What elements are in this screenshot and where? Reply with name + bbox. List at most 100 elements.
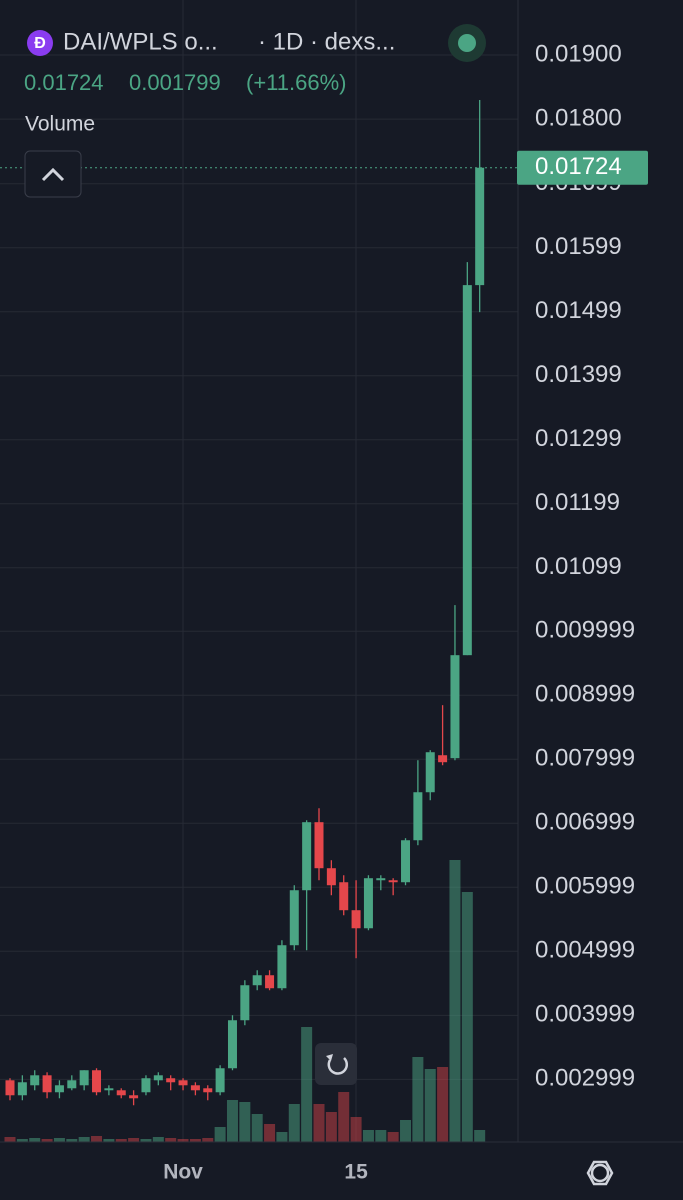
candle-body xyxy=(178,1080,188,1086)
volume-bar xyxy=(226,1100,238,1142)
pair-name[interactable]: DAI/WPLS o... xyxy=(63,28,218,55)
y-tick-label: 0.005999 xyxy=(535,873,635,900)
y-tick-label: 0.01199 xyxy=(535,489,620,516)
candle-body xyxy=(17,1082,27,1096)
y-tick-label: 0.01599 xyxy=(535,233,622,260)
candle-body xyxy=(289,890,299,946)
volume-bar xyxy=(177,1139,189,1142)
volume-bar xyxy=(362,1130,374,1142)
volume-bar xyxy=(449,860,461,1142)
volume-bar xyxy=(16,1139,28,1142)
volume-bar xyxy=(115,1139,127,1142)
plot xyxy=(0,100,518,1142)
candle-body xyxy=(302,822,312,891)
y-tick-label: 0.004999 xyxy=(535,937,635,964)
candle-body xyxy=(166,1078,176,1083)
candle-body xyxy=(104,1088,114,1091)
candle-body xyxy=(227,1020,237,1069)
volume-bar xyxy=(78,1137,90,1142)
change: 0.001799 xyxy=(129,70,221,95)
grid xyxy=(0,54,518,1080)
reset-icon xyxy=(326,1054,333,1061)
settings-icon[interactable] xyxy=(590,1163,610,1183)
volume-bar xyxy=(53,1138,65,1142)
interval: · 1D · dexs... xyxy=(258,28,395,55)
collapse-button[interactable] xyxy=(24,150,82,198)
volume-bar xyxy=(350,1117,362,1142)
collapse-icon xyxy=(41,167,65,182)
y-tick-label: 0.01900 xyxy=(535,40,622,67)
candle-body xyxy=(215,1068,225,1093)
candle-body xyxy=(67,1080,77,1089)
candle-body xyxy=(129,1095,139,1099)
volume-bar xyxy=(91,1136,103,1142)
volume-bar xyxy=(313,1104,325,1142)
candle-body xyxy=(401,840,411,883)
volume-bar xyxy=(288,1104,300,1142)
volume-bar xyxy=(424,1069,436,1142)
candle-body xyxy=(92,1070,102,1093)
candle-body xyxy=(79,1070,89,1086)
volume-bar xyxy=(461,892,473,1142)
candle-body xyxy=(30,1075,40,1086)
candle-body xyxy=(153,1075,163,1081)
candle-body xyxy=(376,878,386,881)
volume-bar xyxy=(301,1027,313,1142)
candle-body xyxy=(388,880,398,883)
volume-bar xyxy=(128,1138,140,1142)
y-tick-label: 0.007999 xyxy=(535,745,635,772)
candle-body xyxy=(240,985,250,1021)
candle-body xyxy=(54,1085,64,1093)
y-axis: 0.019000.018000.016990.015990.014990.013… xyxy=(517,40,648,1092)
y-tick-label: 0.01499 xyxy=(535,297,622,324)
volume-bar xyxy=(66,1139,78,1142)
candle-body xyxy=(425,752,435,793)
volume-bar xyxy=(251,1114,263,1142)
volume-bar xyxy=(41,1139,53,1142)
volume-bar xyxy=(437,1067,449,1142)
y-tick-label: 0.009999 xyxy=(535,617,635,644)
volume-bar xyxy=(202,1138,214,1142)
candle-body xyxy=(438,755,448,763)
token-icon xyxy=(27,30,53,56)
volume-bar xyxy=(152,1137,164,1142)
candle-body xyxy=(339,882,349,911)
volume-bar xyxy=(375,1130,387,1142)
y-tick-label: 0.002999 xyxy=(535,1065,635,1092)
y-tick-label: 0.01800 xyxy=(535,104,622,131)
candle-body xyxy=(277,945,287,989)
candle-body xyxy=(450,655,460,759)
volume-bar xyxy=(387,1132,399,1142)
candle-body xyxy=(252,975,262,986)
y-tick-label: 0.01099 xyxy=(535,553,622,580)
indicator-label: Volume xyxy=(25,113,95,136)
candle-body xyxy=(326,868,336,886)
y-tick-label: 0.008999 xyxy=(535,681,635,708)
reset-button[interactable] xyxy=(315,1043,357,1085)
candle-body xyxy=(5,1080,15,1096)
volume-bar xyxy=(474,1130,486,1142)
candle-body xyxy=(190,1085,200,1091)
volume-bar xyxy=(412,1057,424,1142)
volume-bar xyxy=(276,1132,288,1142)
status-dot xyxy=(458,34,476,52)
last-price: 0.01724 xyxy=(24,70,104,95)
token-icon-glyph: Đ xyxy=(34,35,46,52)
volume-bar xyxy=(140,1139,152,1142)
candle-body xyxy=(116,1090,126,1096)
x-tick-label: 15 xyxy=(344,1161,368,1184)
volume-bar xyxy=(29,1138,41,1142)
y-tick-label: 0.01299 xyxy=(535,425,622,452)
volume-bar xyxy=(239,1102,251,1142)
y-tick-label: 0.003999 xyxy=(535,1001,635,1028)
candle-body xyxy=(351,910,361,929)
candle-body xyxy=(265,975,275,989)
volume-bar xyxy=(214,1127,226,1142)
volume-bar xyxy=(165,1138,177,1142)
volume-bar xyxy=(264,1124,276,1142)
reset-icon xyxy=(327,1057,349,1075)
volume-bar xyxy=(4,1137,16,1142)
